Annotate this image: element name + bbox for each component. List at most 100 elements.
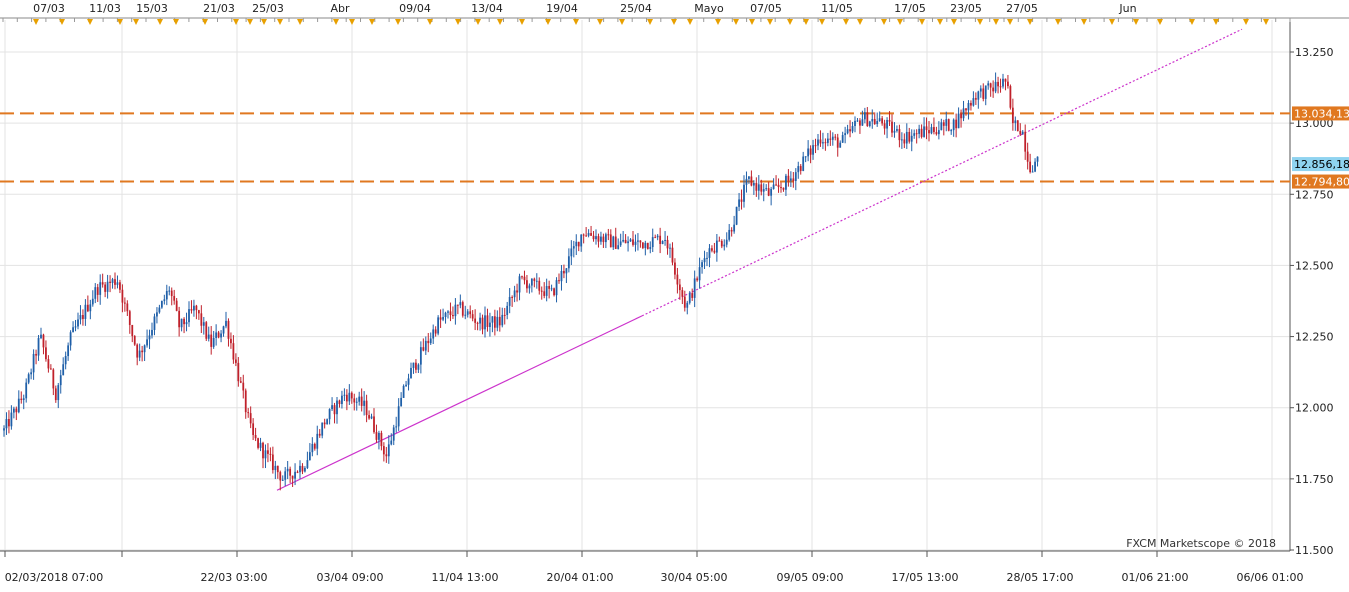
top-axis-label: 15/03 <box>136 2 168 15</box>
event-marker[interactable] <box>787 19 793 25</box>
candle-body <box>146 339 148 346</box>
candle-body <box>521 276 523 278</box>
event-marker[interactable] <box>133 19 139 25</box>
candle-body <box>392 427 395 441</box>
candle-body <box>338 400 341 405</box>
event-marker[interactable] <box>647 19 653 25</box>
event-marker[interactable] <box>749 19 755 25</box>
candle-body <box>503 314 506 316</box>
price-tick-label: 12.000 <box>1295 402 1334 415</box>
candle-body <box>760 184 763 192</box>
event-marker[interactable] <box>1157 19 1163 25</box>
event-marker[interactable] <box>1055 19 1061 25</box>
event-marker[interactable] <box>919 19 925 25</box>
candle-body <box>590 233 592 236</box>
event-marker[interactable] <box>843 19 849 25</box>
event-marker[interactable] <box>1243 19 1249 25</box>
event-marker[interactable] <box>993 19 999 25</box>
event-marker[interactable] <box>857 19 863 25</box>
event-marker[interactable] <box>1027 19 1033 25</box>
event-marker[interactable] <box>977 19 983 25</box>
event-marker[interactable] <box>349 19 355 25</box>
candle-body <box>237 362 240 382</box>
event-marker[interactable] <box>427 19 433 25</box>
event-marker[interactable] <box>1081 19 1087 25</box>
event-marker[interactable] <box>767 19 773 25</box>
candle-body <box>656 235 659 238</box>
candle-body <box>471 314 474 319</box>
event-marker[interactable] <box>475 19 481 25</box>
candle-body <box>817 139 819 146</box>
event-marker[interactable] <box>369 19 375 25</box>
candle-body <box>819 139 822 144</box>
event-marker[interactable] <box>59 19 65 25</box>
event-marker[interactable] <box>497 19 503 25</box>
candle-body <box>114 279 116 285</box>
event-marker[interactable] <box>803 19 809 25</box>
candle-body <box>289 468 292 476</box>
candle-body <box>1034 161 1036 172</box>
event-marker[interactable] <box>333 19 339 25</box>
event-marker[interactable] <box>297 19 303 25</box>
candle-body <box>664 239 666 242</box>
candle-body <box>528 285 531 289</box>
candle-body <box>903 139 906 144</box>
event-marker[interactable] <box>573 19 579 25</box>
candle-body <box>935 132 938 135</box>
event-marker[interactable] <box>715 19 721 25</box>
event-marker[interactable] <box>819 19 825 25</box>
candle-body <box>296 471 299 473</box>
event-marker[interactable] <box>1263 19 1269 25</box>
event-marker[interactable] <box>261 19 267 25</box>
candle-body <box>572 246 575 249</box>
event-marker[interactable] <box>519 19 525 25</box>
candle-body <box>336 400 338 415</box>
event-marker[interactable] <box>733 19 739 25</box>
candle-body <box>313 443 316 449</box>
trendline-extension[interactable] <box>641 28 1243 317</box>
candle-body <box>863 112 866 120</box>
candle-body <box>945 119 948 126</box>
event-marker[interactable] <box>687 19 693 25</box>
candle-body <box>360 396 363 406</box>
event-marker[interactable] <box>671 19 677 25</box>
event-marker[interactable] <box>1109 19 1115 25</box>
candle-body <box>333 405 336 415</box>
candle-body <box>755 182 758 191</box>
event-marker[interactable] <box>951 19 957 25</box>
event-marker[interactable] <box>157 19 163 25</box>
candle-body <box>886 120 888 129</box>
candle-body <box>659 235 662 244</box>
candle-body <box>479 317 481 324</box>
event-marker[interactable] <box>897 19 903 25</box>
event-marker[interactable] <box>395 19 401 25</box>
trendline-solid[interactable] <box>276 315 643 491</box>
event-marker[interactable] <box>247 19 253 25</box>
candle-body <box>910 135 913 142</box>
horizontal-levels[interactable] <box>0 112 1290 183</box>
event-marker[interactable] <box>1007 19 1013 25</box>
event-marker[interactable] <box>597 19 603 25</box>
candle-body <box>67 345 70 357</box>
event-marker[interactable] <box>202 19 208 25</box>
event-marker[interactable] <box>937 19 943 25</box>
trendline-group[interactable] <box>276 28 1243 491</box>
event-marker[interactable] <box>545 19 551 25</box>
candle-body <box>1036 156 1039 162</box>
event-marker[interactable] <box>1133 19 1139 25</box>
event-marker[interactable] <box>117 19 123 25</box>
event-marker[interactable] <box>87 19 93 25</box>
event-marker[interactable] <box>1213 19 1219 25</box>
event-marker[interactable] <box>1189 19 1195 25</box>
candle-body <box>856 120 859 122</box>
event-marker[interactable] <box>173 19 179 25</box>
event-marker[interactable] <box>33 19 39 25</box>
event-marker[interactable] <box>455 19 461 25</box>
event-marker[interactable] <box>277 19 283 25</box>
event-marker[interactable] <box>619 19 625 25</box>
event-marker[interactable] <box>233 19 239 25</box>
candle-body <box>489 322 491 327</box>
event-marker[interactable] <box>881 19 887 25</box>
